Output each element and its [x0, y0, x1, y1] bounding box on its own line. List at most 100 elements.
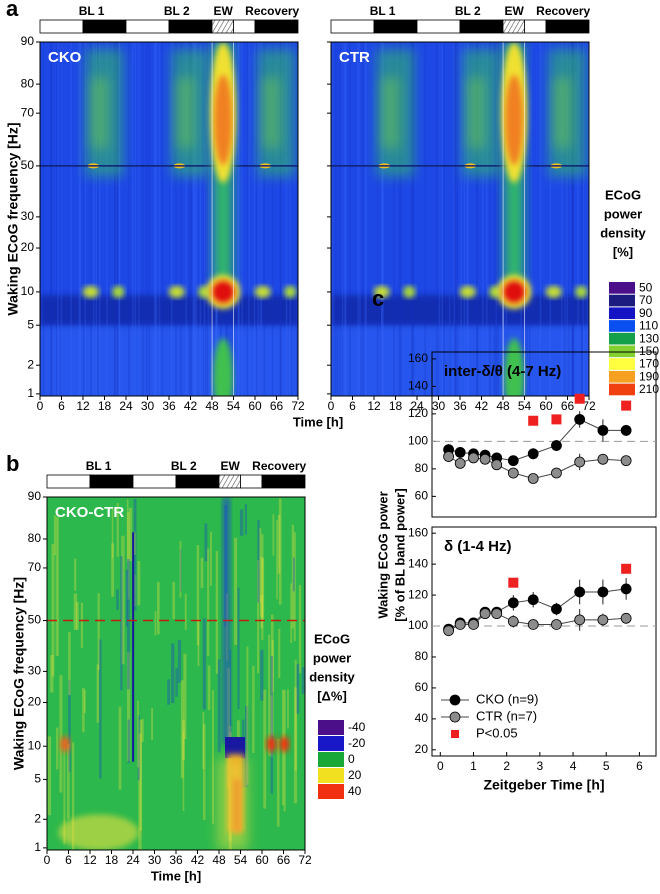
heat-texture: [42, 42, 45, 396]
heat-texture: [193, 42, 195, 396]
heat-texture: [120, 556, 123, 691]
heat-dark-band: [40, 295, 298, 326]
colorbar-title: power: [313, 650, 351, 665]
heat-texture: [357, 42, 359, 396]
heat-texture: [290, 42, 293, 396]
x-tick-label: 30: [432, 399, 446, 413]
y-tick-label: 80: [21, 76, 35, 90]
light-dark-bar: [416, 19, 461, 34]
phase-label: EW: [214, 4, 234, 18]
x-tick-label: 66: [270, 399, 284, 413]
heat-theta: [82, 285, 99, 298]
heat-texture: [137, 700, 139, 768]
heat-texture: [291, 524, 295, 629]
colorbar-swatch: [609, 345, 635, 358]
heat-texture: [195, 42, 198, 396]
heat-texture: [133, 499, 137, 611]
heat-texture: [156, 582, 160, 635]
x-tick-label: 54: [234, 853, 248, 867]
x-tick-label: 42: [184, 399, 198, 413]
heat-texture: [287, 689, 289, 729]
heat-theta: [403, 285, 416, 298]
heat-texture: [289, 42, 292, 396]
significance-mark: [528, 415, 539, 426]
heat-texture: [276, 520, 278, 600]
heat-texture: [192, 42, 194, 396]
data-point: [491, 459, 503, 471]
colorbar-swatch: [609, 370, 635, 383]
phase-label: Recovery: [245, 4, 299, 18]
heat-texture: [453, 42, 455, 396]
data-point: [468, 452, 479, 464]
heat-texture: [334, 42, 337, 396]
heat-texture: [60, 42, 63, 396]
colorbar-label: 210: [639, 382, 659, 396]
data-point: [597, 614, 609, 626]
heat-ew: [214, 74, 233, 165]
colorbar-swatch: [609, 358, 635, 370]
heat-texture: [116, 589, 119, 610]
y-tick-label: 160: [408, 351, 428, 365]
heat-texture: [393, 42, 395, 396]
y-tick-label: 10: [21, 284, 35, 298]
heat-texture: [381, 42, 383, 396]
light-dark-bar: [330, 19, 375, 34]
data-point: [574, 586, 586, 598]
subplot-title: inter-δ/θ (4-7 Hz): [444, 363, 561, 380]
colorbar-swatch: [318, 720, 344, 735]
y-tick-label: 50: [21, 158, 35, 172]
x-tick-label: 6: [65, 853, 72, 867]
light-dark-bar: [46, 474, 91, 489]
x-tick-label: 18: [105, 853, 119, 867]
y-tick-label: 50: [28, 613, 42, 627]
x-tick-label: 48: [205, 399, 219, 413]
data-point: [597, 586, 609, 598]
heat-texture: [460, 42, 462, 396]
heat-theta: [112, 285, 125, 298]
heat-texture: [70, 42, 72, 396]
heat-texture: [259, 595, 264, 617]
significance-mark: [508, 577, 519, 588]
heat-texture: [341, 42, 344, 396]
data-point: [479, 608, 491, 620]
colorbar-title: density: [309, 669, 355, 684]
heat-texture: [183, 653, 187, 740]
x-tick-label: 66: [277, 853, 291, 867]
heat-texture: [463, 42, 466, 396]
heat-texture: [74, 558, 77, 591]
heat-texture: [114, 42, 116, 396]
heat-texture: [234, 537, 238, 646]
heat-texture: [260, 42, 263, 396]
heat-texture: [68, 632, 71, 696]
data-point: [527, 619, 539, 630]
phase-label: BL 1: [370, 4, 396, 18]
subplot-title: δ (1-4 Hz): [444, 538, 511, 555]
heat-texture: [116, 42, 119, 396]
heat-texture: [83, 689, 86, 714]
colorbar-swatch: [609, 307, 635, 320]
heat-texture: [237, 587, 240, 710]
y-tick-label: 100: [408, 618, 428, 632]
heat-texture: [180, 42, 182, 396]
heat-texture: [142, 42, 144, 396]
heat-texture: [132, 42, 134, 396]
heat-texture: [200, 557, 204, 589]
y-tick-label: 90: [21, 34, 35, 48]
y-tick-label: 80: [28, 531, 42, 545]
light-dark-bar: [211, 19, 234, 34]
heat-texture: [51, 543, 55, 677]
x-tick-label: 12: [83, 853, 97, 867]
heat-texture: [572, 42, 575, 396]
heat-texture: [97, 42, 99, 396]
data-point: [620, 455, 632, 467]
colorbar-swatch: [318, 736, 344, 751]
light-dark-bar: [502, 19, 525, 34]
heat-texture: [128, 42, 130, 396]
data-point: [507, 467, 519, 479]
heat-texture: [571, 42, 574, 396]
y-axis-label: [% of BL band power]: [392, 488, 407, 621]
x-tick-label: 72: [298, 853, 312, 867]
x-tick-label: 2: [503, 759, 510, 773]
x-tick-label: 72: [291, 399, 305, 413]
heat-texture: [454, 42, 457, 396]
